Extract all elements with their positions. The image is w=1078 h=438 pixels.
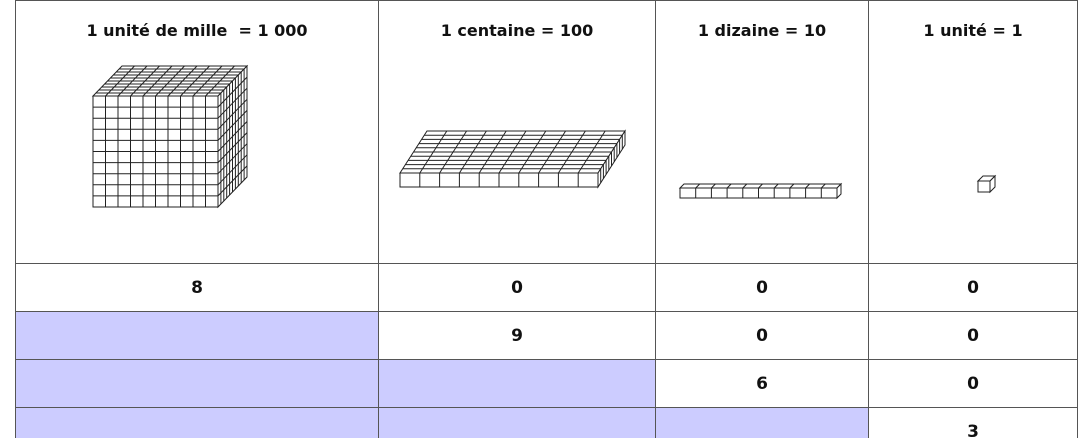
digit-cell: 8 [15,263,379,312]
header-cell: 1 unité = 1 [868,0,1078,264]
empty-cell [15,311,379,360]
header-cell: 1 dizaine = 10 [655,0,869,264]
digit-cell: 3 [868,407,1078,438]
place-value-table: 1 unité de mille = 1 000 1 centaine = 100… [15,0,1078,438]
header-cell: 1 unité de mille = 1 000 [15,0,379,264]
empty-cell [15,359,379,408]
header-cell: 1 centaine = 100 [378,0,656,264]
digit-cell: 0 [655,263,869,312]
digit-cell: 9 [378,311,656,360]
empty-cell [378,359,656,408]
digit-cell: 0 [868,311,1078,360]
empty-cell [655,407,869,438]
empty-cell [15,407,379,438]
empty-cell [378,407,656,438]
digit-cell: 0 [868,359,1078,408]
value-row: 3 [15,407,1078,438]
digit-cell: 0 [655,311,869,360]
digit-cell: 0 [868,263,1078,312]
digit-cell: 6 [655,359,869,408]
header-row: 1 unité de mille = 1 000 1 centaine = 100… [15,0,1078,264]
digit-cell: 0 [378,263,656,312]
